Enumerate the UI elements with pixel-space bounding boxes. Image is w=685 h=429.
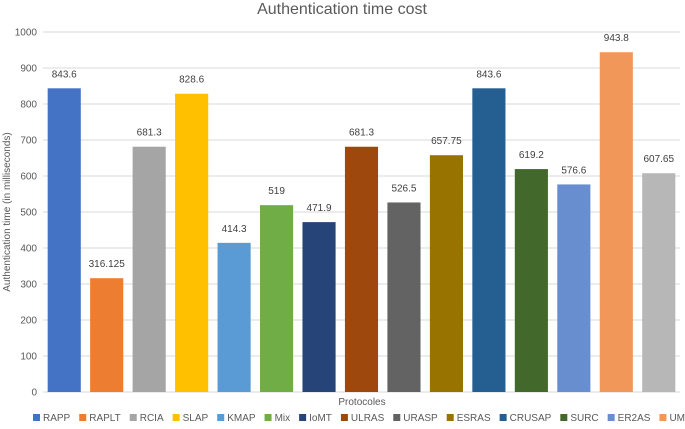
legend-label: SURC: [570, 413, 598, 424]
legend-label: URASP: [403, 413, 438, 424]
data-label: 471.9: [307, 203, 332, 214]
bar-er2as: [557, 184, 591, 392]
y-tick-label: 200: [20, 316, 37, 327]
legend-label: ER2AS: [618, 413, 651, 424]
legend-swatch: [264, 414, 272, 421]
data-label: 681.3: [137, 128, 162, 139]
y-tick-label: 0: [31, 388, 37, 399]
bar-surc: [514, 169, 548, 392]
y-tick-label: 800: [20, 100, 37, 111]
bar-crusap: [472, 88, 506, 392]
bar-mix: [260, 205, 294, 392]
bar-raplt: [90, 278, 124, 392]
bar-slap: [175, 93, 209, 392]
y-tick-label: 900: [20, 64, 37, 75]
y-tick-label: 500: [20, 208, 37, 219]
data-label: 576.6: [561, 165, 586, 176]
y-tick-label: 100: [20, 352, 37, 363]
legend-label: RAPP: [43, 413, 71, 424]
data-label: 943.8: [604, 33, 629, 44]
legend-swatch: [499, 414, 507, 421]
bar-rapp: [47, 88, 81, 392]
bar-umap: [599, 52, 633, 393]
bar-kmap: [217, 242, 251, 392]
data-label: 828.6: [179, 75, 204, 86]
bar-iomt: [302, 222, 336, 392]
bars: [47, 52, 676, 393]
legend-label: ULRAS: [351, 413, 385, 424]
x-axis-label: Protocoles: [338, 397, 385, 408]
legend-label: KMAP: [227, 413, 256, 424]
legend-label: CRUSAP: [510, 413, 552, 424]
legend-swatch: [299, 414, 307, 421]
legend-swatch: [393, 414, 401, 421]
y-tick-label: 700: [20, 136, 37, 147]
bar-urasp: [387, 202, 421, 392]
legend-label: IoMT: [309, 413, 332, 424]
legend-swatch: [129, 414, 137, 421]
data-label: 657.75: [431, 136, 462, 147]
y-axis-label: Authentication time (in milliseconds): [2, 132, 13, 292]
data-label: 526.5: [391, 183, 416, 194]
chart-title: Authentication time cost: [257, 1, 427, 18]
legend-label: UMAP: [669, 413, 685, 424]
y-tick-label: 1000: [15, 28, 38, 39]
y-axis-ticks: 0 100 200 300 400 500 600 700 800 900 1000: [15, 28, 38, 399]
data-label: 519: [268, 186, 285, 197]
legend-swatch: [172, 414, 180, 421]
legend: RAPP RAPLT RCIA SLAP KMAP Mix IoMT ULRAS URASP ES…: [33, 413, 685, 424]
data-labels: 843.6 316.125 681.3 828.6 414.3 519 471.9 681.3…: [52, 33, 675, 270]
legend-swatch: [340, 414, 348, 421]
legend-swatch: [607, 414, 615, 421]
legend-swatch: [33, 414, 40, 421]
legend-swatch: [217, 414, 225, 421]
legend-swatch: [560, 414, 568, 421]
data-label: 619.2: [519, 150, 544, 161]
data-label: 316.125: [89, 259, 126, 270]
legend-swatch: [659, 414, 667, 421]
legend-label: SLAP: [183, 413, 209, 424]
data-label: 607.65: [643, 154, 674, 165]
data-label: 681.3: [349, 128, 374, 139]
legend-label: RAPLT: [89, 413, 121, 424]
legend-swatch: [79, 414, 87, 421]
bar-rcia: [132, 146, 166, 392]
legend-label: ESRAS: [457, 413, 491, 424]
data-label: 414.3: [222, 224, 247, 235]
y-tick-label: 400: [20, 244, 37, 255]
bar-ulras: [344, 146, 379, 392]
data-label: 843.6: [476, 69, 501, 80]
bar-esras: [429, 155, 463, 392]
legend-label: RCIA: [140, 413, 164, 424]
y-tick-label: 300: [20, 280, 37, 291]
y-tick-label: 600: [20, 172, 37, 183]
data-label: 843.6: [52, 69, 77, 80]
legend-swatch: [446, 414, 454, 421]
bar-udap: [642, 173, 676, 392]
legend-label: Mix: [275, 413, 291, 424]
